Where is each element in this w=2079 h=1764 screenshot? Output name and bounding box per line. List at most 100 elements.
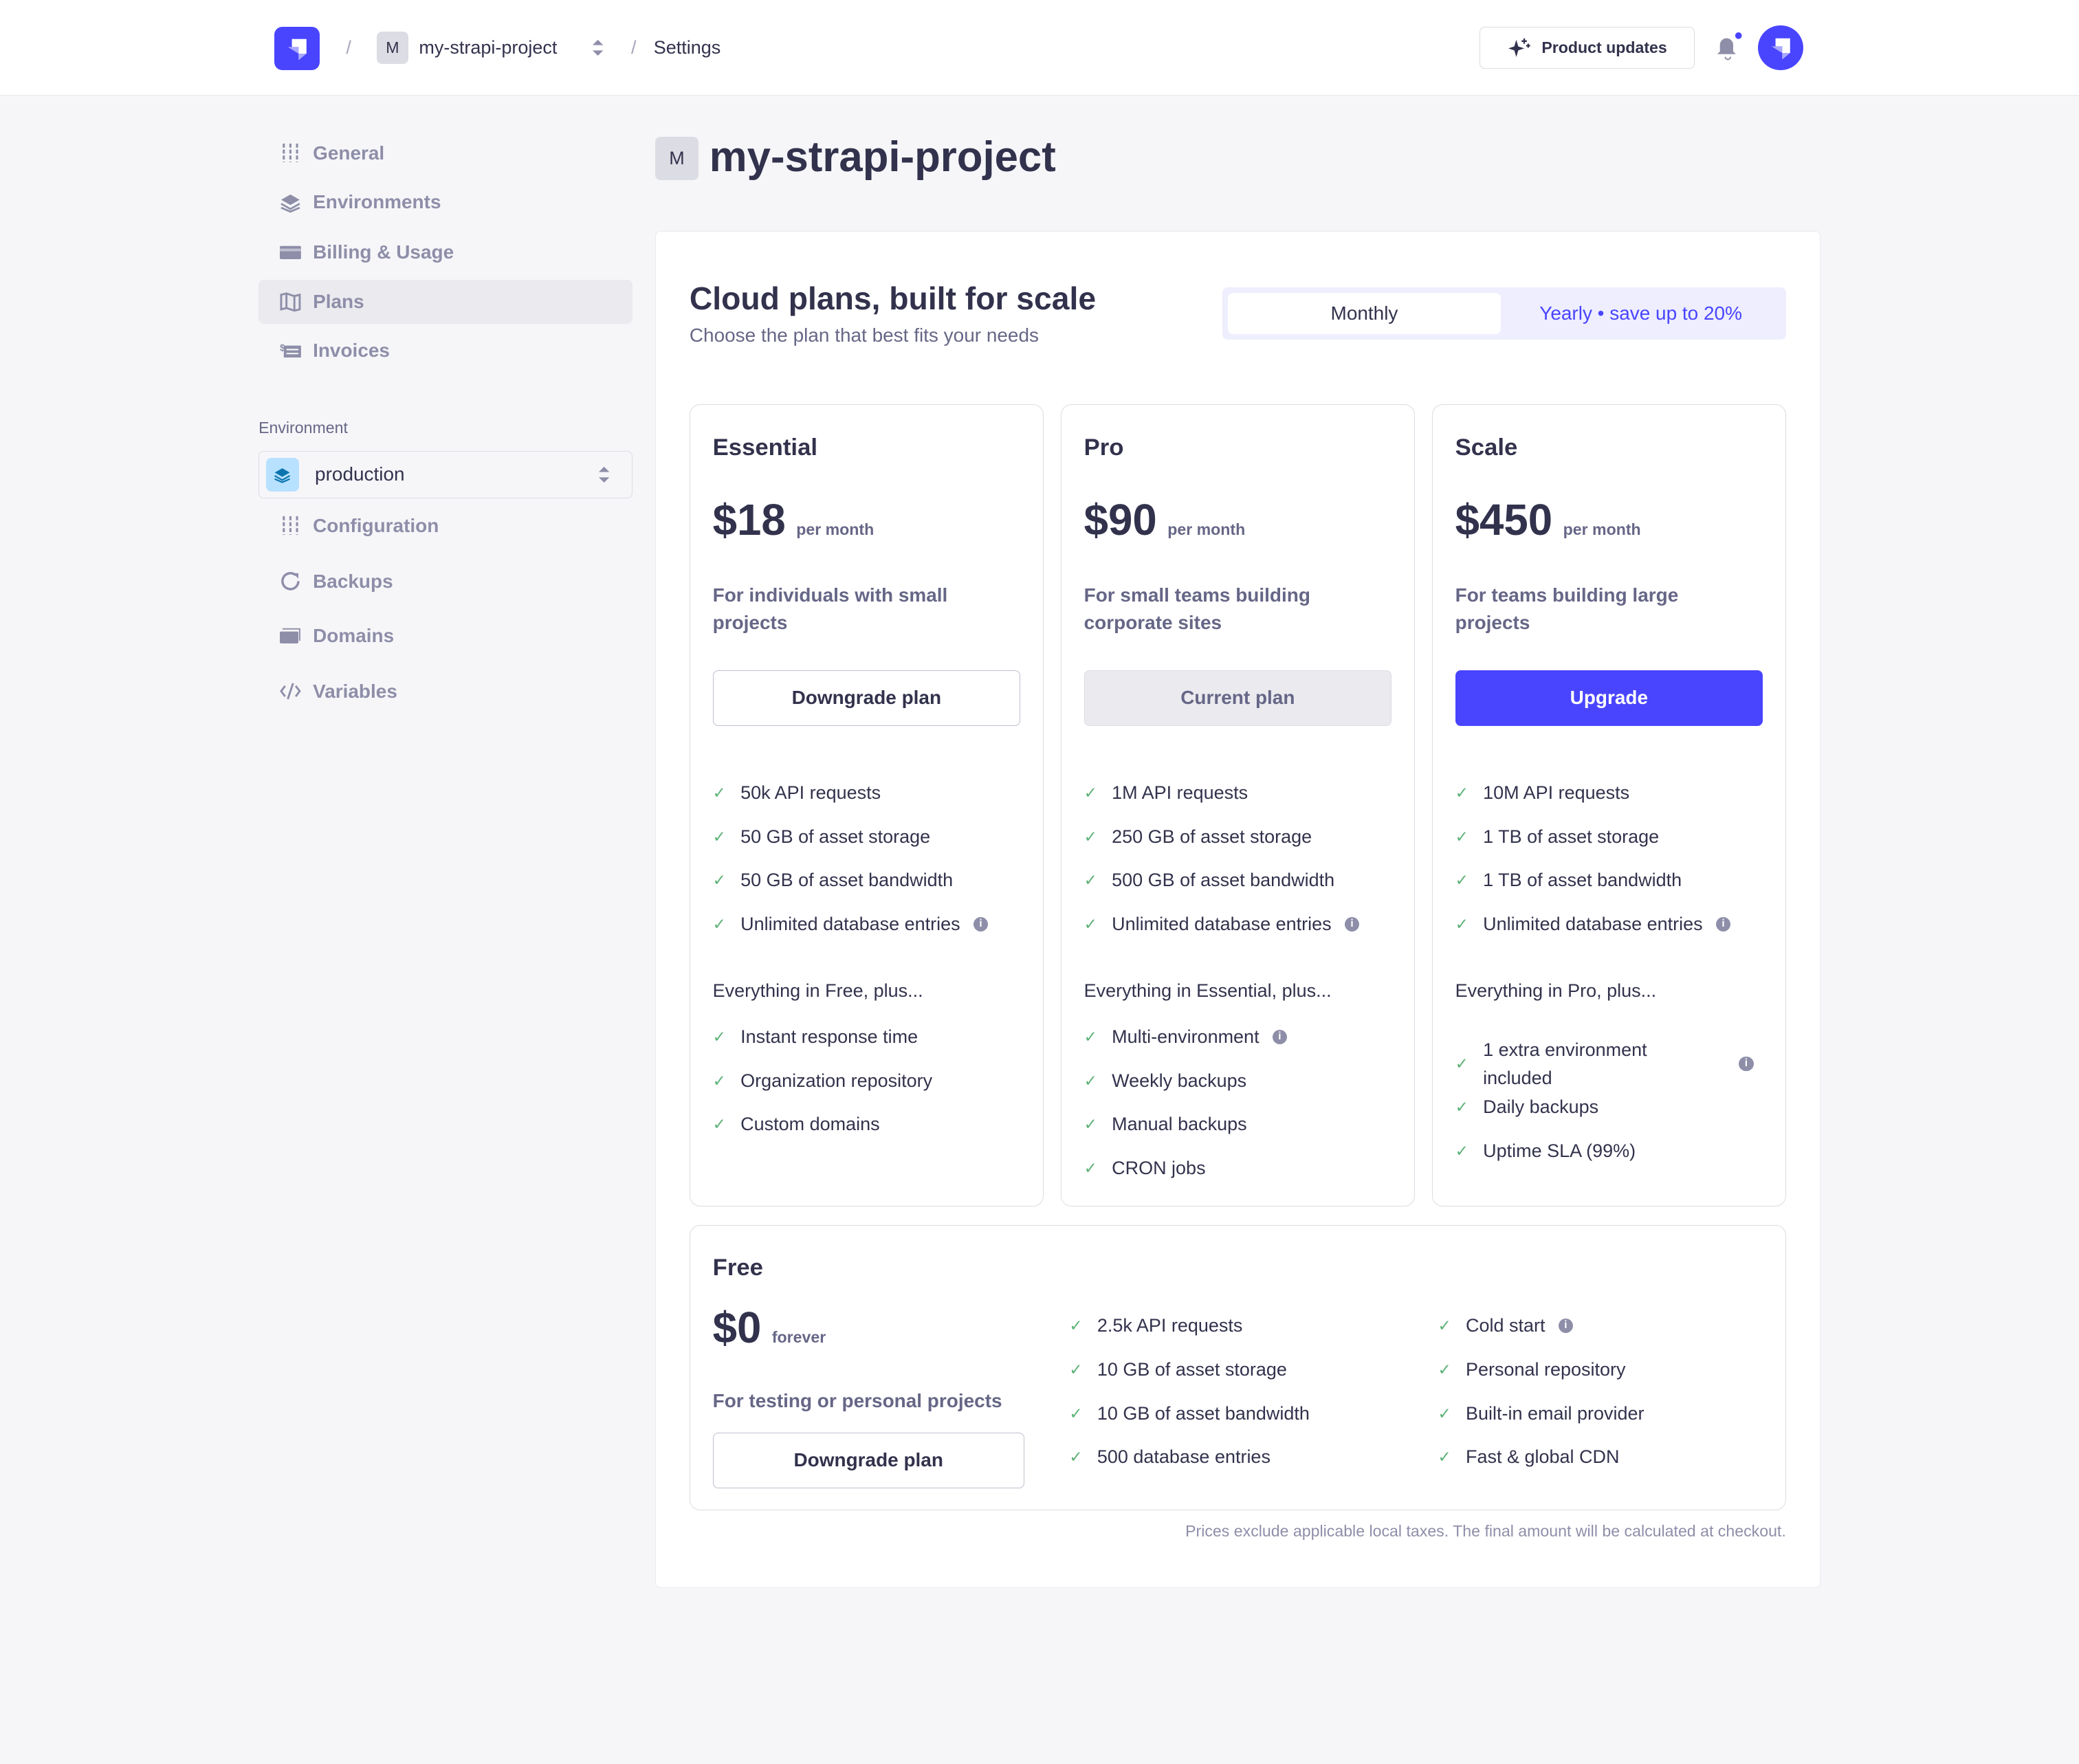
user-avatar[interactable] (1758, 25, 1803, 71)
feature-label: Fast & global CDN (1466, 1446, 1620, 1468)
info-icon[interactable]: i (1739, 1057, 1754, 1072)
feature-item: ✓ Weekly backups (1084, 1067, 1392, 1095)
domains-icon (279, 628, 300, 644)
feature-label: 2.5k API requests (1097, 1315, 1243, 1336)
map-icon (280, 292, 301, 312)
feature-item: ✓ Daily backups (1455, 1093, 1763, 1121)
environment-select[interactable]: production (258, 450, 632, 499)
feature-label: Custom domains (740, 1114, 880, 1135)
feature-item: ✓ 50k API requests (713, 779, 1020, 807)
feature-item: ✓ Instant response time (713, 1023, 1020, 1051)
sidebar-item-domains[interactable]: Domains (258, 614, 632, 658)
breadcrumb-project[interactable]: my-strapi-project (419, 36, 558, 58)
yearly-option[interactable]: Yearly • save up to 20% (1539, 302, 1742, 324)
sidebar-item-configuration[interactable]: Configuration (258, 504, 632, 548)
check-icon: ✓ (1455, 1141, 1469, 1160)
check-icon: ✓ (1069, 1360, 1083, 1378)
feature-label: Uptime SLA (99%) (1483, 1140, 1636, 1161)
sidebar-item-backups[interactable]: Backups (258, 560, 632, 604)
sidebar-item-general[interactable]: General (258, 131, 632, 175)
check-icon: ✓ (712, 871, 727, 890)
feature-item: ✓ Personal repository (1438, 1356, 1746, 1384)
plan-price: $0 (712, 1303, 762, 1352)
product-updates-label: Product updates (1541, 38, 1667, 56)
sidebar-item-label: Domains (313, 624, 395, 646)
feature-item: ✓ 10M API requests (1455, 779, 1763, 807)
plan-includes-heading: Everything in Pro, plus... (1455, 980, 1657, 1002)
feature-label: 10 GB of asset storage (1097, 1358, 1287, 1380)
info-icon[interactable]: i (1272, 1029, 1288, 1044)
plans-heading: Cloud plans, built for scale (689, 280, 1097, 316)
check-icon: ✓ (1084, 827, 1098, 846)
feature-label: Weekly backups (1112, 1070, 1247, 1091)
check-icon: ✓ (1084, 784, 1098, 802)
plan-includes-heading: Everything in Essential, plus... (1084, 980, 1332, 1002)
sliders-icon (283, 516, 298, 536)
plan-card-essential: Essential $18 per month For individuals w… (689, 404, 1044, 1206)
feature-label: 500 GB of asset bandwidth (1112, 870, 1335, 891)
feature-item: ✓ 1 TB of asset bandwidth (1455, 866, 1763, 894)
svg-text:$: $ (280, 342, 285, 353)
feature-item: ✓ Multi-environment i (1084, 1023, 1392, 1051)
product-updates-button[interactable]: Product updates (1480, 26, 1695, 69)
check-icon: ✓ (1455, 1098, 1469, 1116)
sidebar-item-billing[interactable]: Billing & Usage (258, 231, 632, 275)
plan-description: For teams building large projects (1455, 584, 1679, 634)
check-icon: ✓ (712, 784, 727, 802)
check-icon: ✓ (1438, 1360, 1451, 1378)
plan-card-scale: Scale $450 per month For teams building l… (1431, 404, 1786, 1206)
current-plan-button[interactable]: Current plan (1084, 670, 1392, 726)
project-avatar: M (654, 136, 699, 181)
feature-item: ✓ Unlimited database entries i (713, 910, 1020, 938)
feature-label: 50 GB of asset bandwidth (740, 870, 954, 891)
feature-item: ✓ Built-in email provider (1438, 1400, 1746, 1428)
sidebar-item-variables[interactable]: Variables (258, 670, 632, 714)
feature-item: ✓ Organization repository (713, 1067, 1020, 1095)
strapi-logo[interactable] (274, 26, 320, 71)
check-icon: ✓ (712, 1115, 727, 1134)
feature-item: ✓ Manual backups (1084, 1110, 1392, 1138)
bell-icon[interactable] (1715, 32, 1744, 60)
upgrade-button[interactable]: Upgrade (1455, 670, 1763, 726)
sidebar-item-environments[interactable]: Environments (258, 180, 632, 224)
check-icon: ✓ (1084, 1158, 1098, 1177)
check-icon: ✓ (1455, 1055, 1469, 1073)
info-icon[interactable]: i (1344, 916, 1360, 931)
info-icon[interactable]: i (1715, 916, 1731, 931)
check-icon: ✓ (1455, 784, 1469, 802)
sidebar-item-invoices[interactable]: $ Invoices (258, 329, 632, 373)
feature-label: Unlimited database entries (1483, 913, 1703, 934)
feature-label: Unlimited database entries (740, 913, 960, 934)
check-icon: ✓ (1069, 1448, 1083, 1466)
feature-item: ✓ Unlimited database entries i (1455, 910, 1763, 938)
info-icon[interactable]: i (973, 916, 989, 931)
environment-label: Environment (258, 419, 348, 437)
plan-period: per month (1563, 520, 1641, 539)
downgrade-plan-button[interactable]: Downgrade plan (712, 1432, 1024, 1488)
feature-label: CRON jobs (1112, 1157, 1206, 1178)
breadcrumb-separator: / (630, 36, 637, 58)
feature-item: ✓ 2.5k API requests (1069, 1312, 1376, 1340)
chevron-up-down-icon (598, 466, 610, 483)
feature-item: ✓ Cold start i (1438, 1312, 1746, 1340)
sidebar-item-label: Configuration (313, 514, 439, 536)
monthly-option[interactable]: Monthly (1227, 293, 1502, 334)
downgrade-plan-button[interactable]: Downgrade plan (712, 670, 1021, 726)
credit-card-icon (279, 245, 301, 260)
feature-label: 500 database entries (1097, 1446, 1270, 1468)
feature-item: ✓ 1M API requests (1084, 779, 1392, 807)
sidebar-item-plans[interactable]: Plans (258, 279, 632, 324)
check-icon: ✓ (1438, 1316, 1451, 1335)
check-icon: ✓ (1438, 1404, 1451, 1422)
feature-item: ✓ 10 GB of asset bandwidth (1069, 1400, 1376, 1428)
plan-name: Free (712, 1255, 763, 1281)
feature-item: ✓ Fast & global CDN (1438, 1443, 1746, 1471)
check-icon: ✓ (712, 827, 727, 846)
sparkle-icon (1508, 38, 1530, 57)
feature-item: ✓ Uptime SLA (99%) (1455, 1137, 1763, 1165)
chevron-up-down-icon[interactable] (591, 38, 604, 57)
feature-label: Manual backups (1112, 1114, 1247, 1135)
layers-icon (280, 194, 300, 213)
check-icon: ✓ (712, 1027, 727, 1046)
info-icon[interactable]: i (1558, 1318, 1573, 1334)
